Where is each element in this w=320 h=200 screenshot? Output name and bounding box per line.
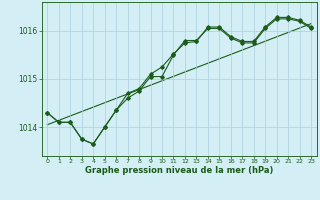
X-axis label: Graphe pression niveau de la mer (hPa): Graphe pression niveau de la mer (hPa) bbox=[85, 166, 273, 175]
